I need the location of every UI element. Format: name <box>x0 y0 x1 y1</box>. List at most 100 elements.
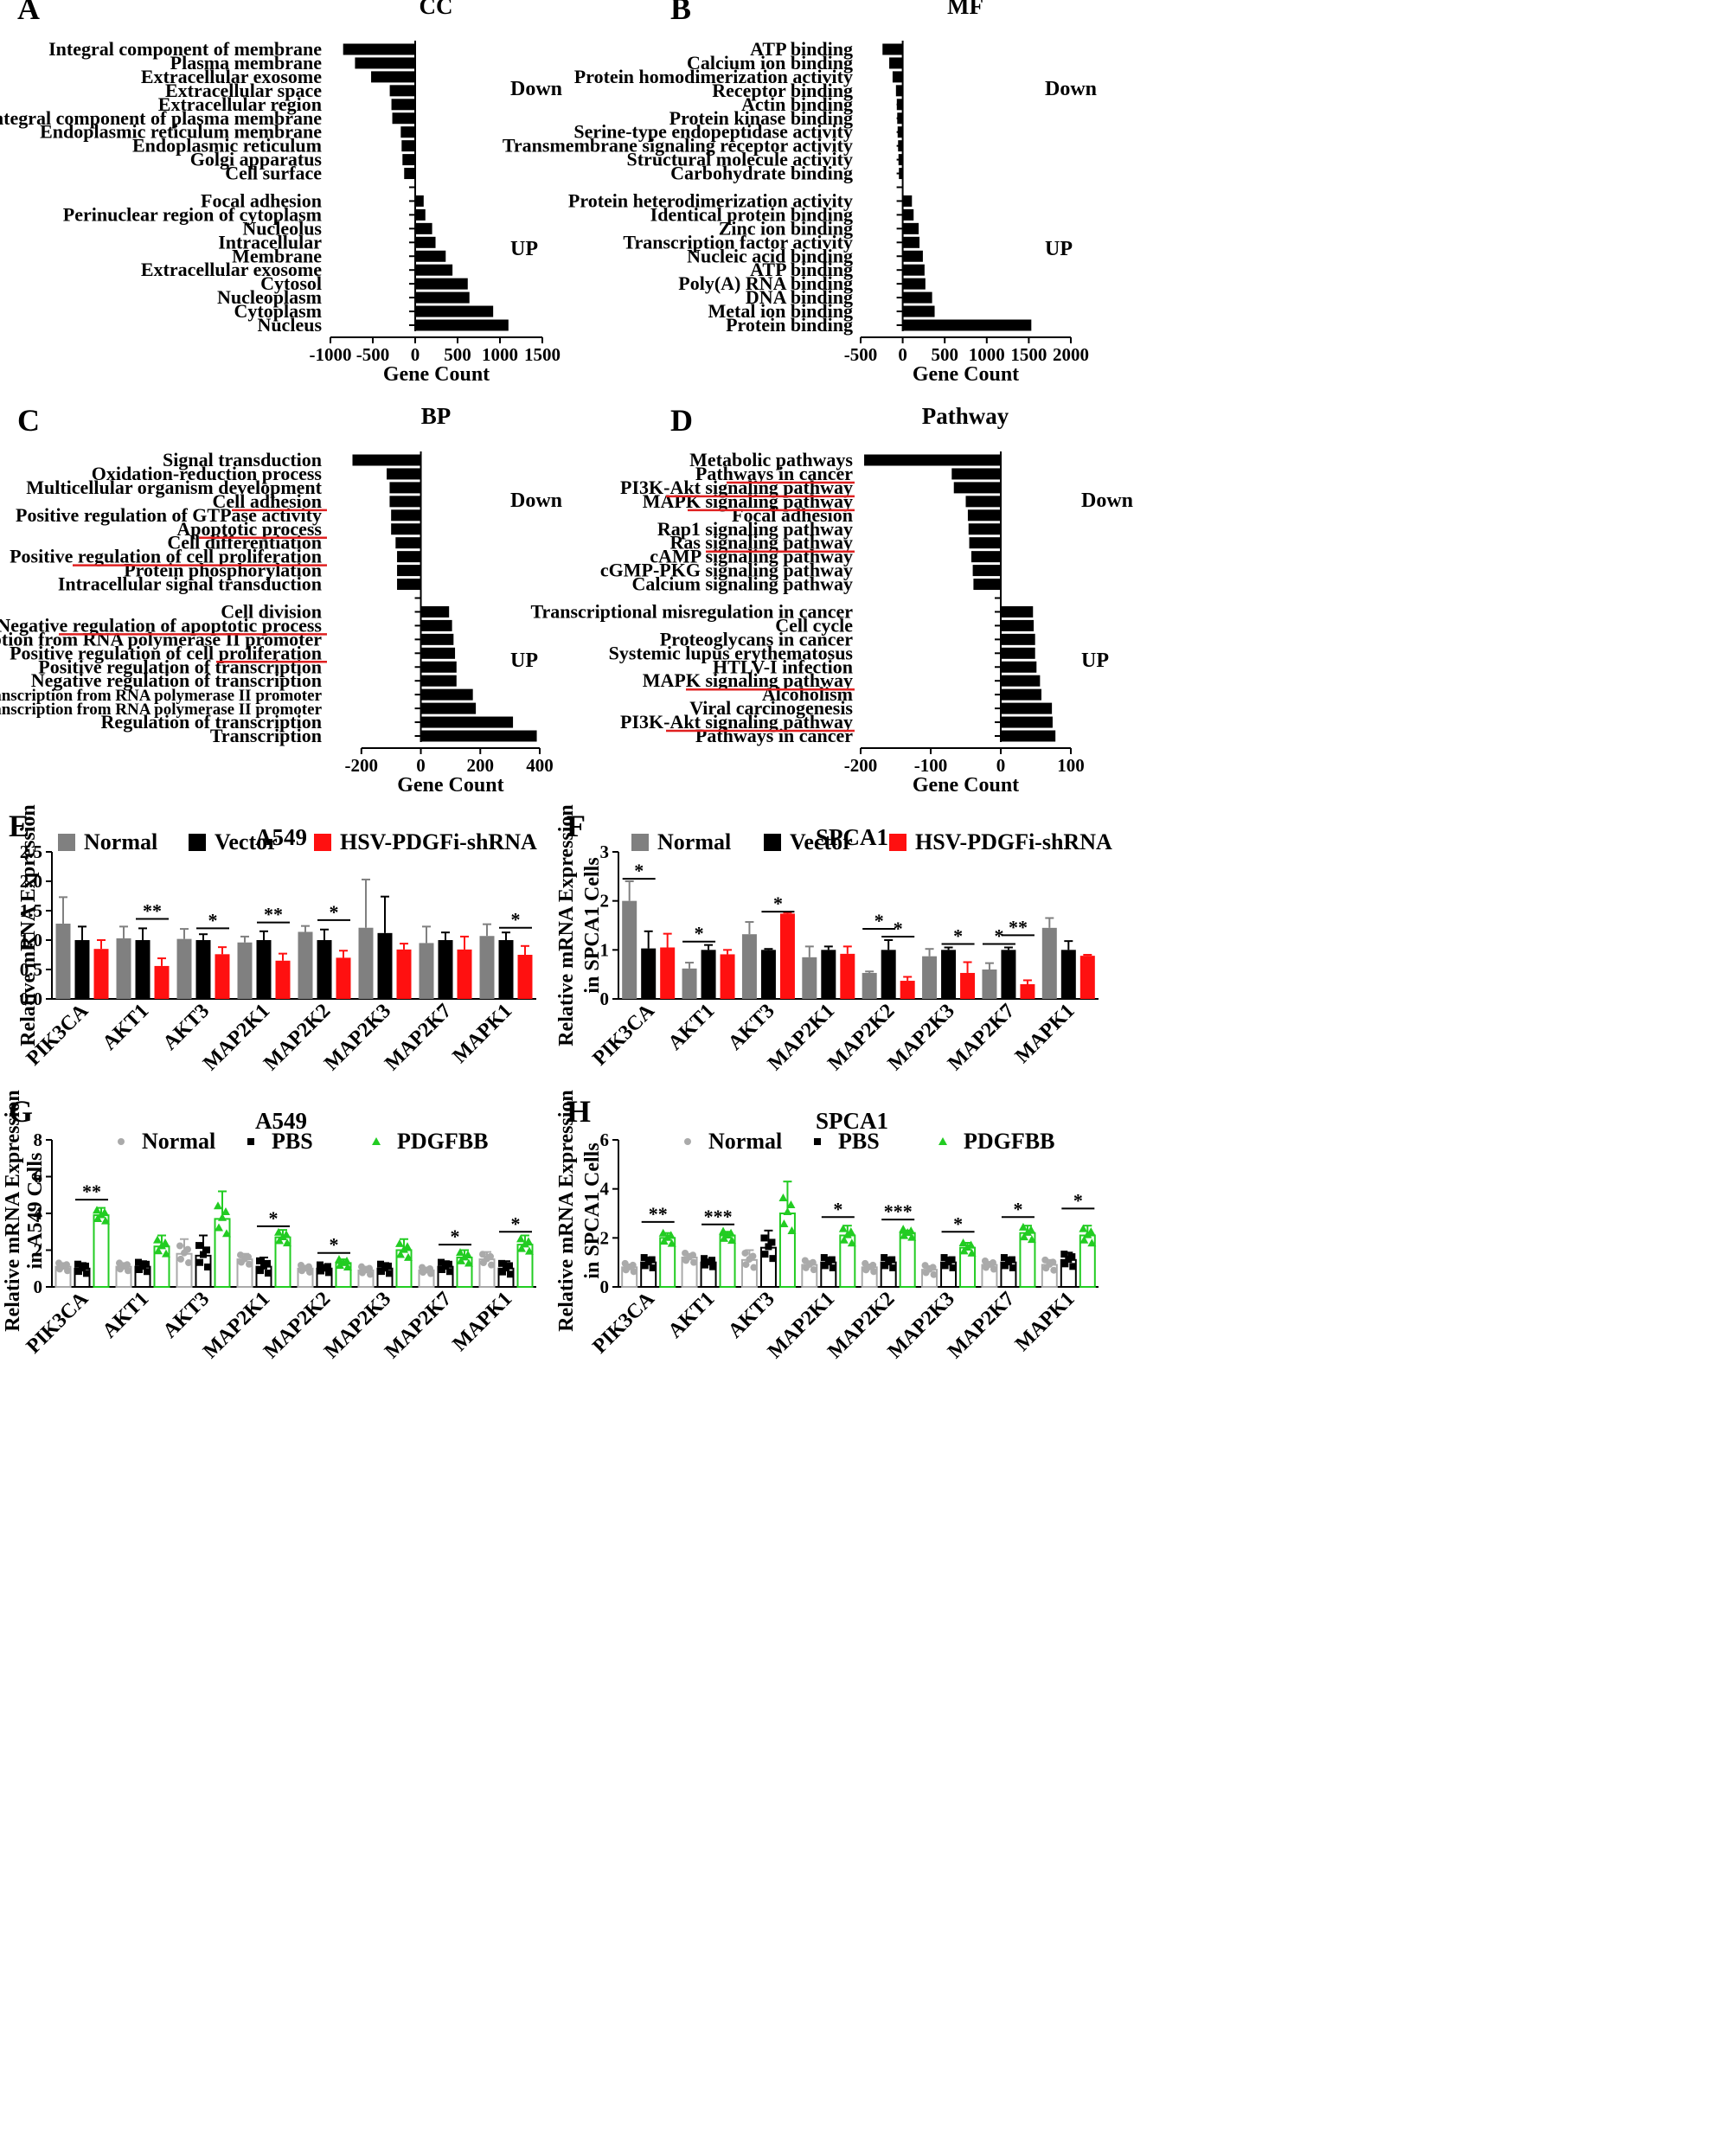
category-label: Poly(A) RNA binding <box>678 272 853 294</box>
y-tick-label: 0.0 <box>20 989 42 1009</box>
data-point <box>1065 1256 1073 1264</box>
bar-down <box>402 154 415 166</box>
data-point <box>400 1245 408 1253</box>
x-tick-label: 500 <box>931 344 958 365</box>
bar-up <box>902 264 925 276</box>
category-label: Oxidation-reduction process <box>92 463 323 484</box>
bar-up <box>902 291 932 304</box>
category-label: Cytosol <box>260 272 322 294</box>
x-tick-label: 500 <box>444 344 471 365</box>
category-label: Calcium ion binding <box>687 52 853 74</box>
group-label-up: UP <box>1045 238 1073 260</box>
category-label: ATP binding <box>750 259 853 280</box>
panel-label: B <box>670 0 691 26</box>
data-point <box>824 1258 832 1266</box>
panel-label: A <box>17 0 40 26</box>
legend-swatch <box>58 834 75 851</box>
data-point <box>779 1219 789 1227</box>
x-tick-label: 200 <box>467 755 495 776</box>
bar <box>840 953 855 999</box>
data-point <box>761 1251 769 1258</box>
bar-up <box>1001 702 1053 714</box>
category-label: Negative regulation of transcription fro… <box>0 701 323 719</box>
category-label: Proteoglycans in cancer <box>660 628 853 650</box>
bar <box>941 950 957 999</box>
chart-title: MF <box>947 0 983 19</box>
data-point <box>93 1214 102 1223</box>
bar <box>660 947 676 999</box>
significance-mark: * <box>953 1213 963 1234</box>
data-point <box>181 1249 188 1257</box>
x-category-label: AKT1 <box>664 1000 720 1055</box>
category-label: Extracellular exosome <box>141 259 322 280</box>
data-point <box>750 1264 758 1271</box>
category-label: Signal transduction <box>163 449 322 470</box>
bar <box>517 955 533 999</box>
bar <box>720 954 735 999</box>
x-tick-label: 1000 <box>969 344 1005 365</box>
y-tick-label: 0 <box>600 989 610 1009</box>
category-label: Receptor binding <box>712 80 853 101</box>
bar-down <box>895 85 903 97</box>
bar-up <box>1001 716 1053 728</box>
data-point <box>516 1234 525 1243</box>
data-point <box>247 1138 254 1145</box>
group-label-up: UP <box>510 650 538 672</box>
data-point <box>1022 1227 1032 1236</box>
data-point <box>488 1261 495 1269</box>
bar-down <box>970 551 1001 563</box>
data-point <box>682 1249 689 1257</box>
category-label: MAPK signaling pathway <box>643 669 853 691</box>
bar <box>256 940 272 999</box>
bar <box>821 950 836 999</box>
category-label: Cytoplasm <box>234 300 322 322</box>
bar-down <box>401 140 415 152</box>
bar-down <box>965 496 1001 508</box>
data-point <box>1041 1256 1049 1264</box>
category-label: Serine-type endopeptidase activity <box>573 121 853 143</box>
category-label: ATP binding <box>750 38 853 60</box>
data-point <box>325 1269 332 1277</box>
category-label: Ras signaling pathway <box>669 532 853 554</box>
bar-up <box>1001 605 1034 618</box>
data-point <box>283 1238 291 1247</box>
bar-down <box>391 523 421 535</box>
data-point <box>377 1260 384 1268</box>
category-label: Focal adhesion <box>732 504 853 526</box>
bar-down <box>395 537 421 549</box>
data-point <box>367 1270 374 1278</box>
x-category-label: PIK3CA <box>588 1287 659 1358</box>
data-point <box>317 1261 323 1269</box>
bar-up <box>420 619 452 631</box>
bar <box>457 949 472 999</box>
category-label: Integral component of membrane <box>48 38 322 60</box>
bar-up <box>415 236 436 248</box>
bar <box>622 900 637 999</box>
bar <box>982 970 997 999</box>
data-point <box>395 1238 404 1247</box>
category-label: Protein kinase binding <box>669 107 853 129</box>
category-label: Membrane <box>232 245 322 266</box>
category-label: Identical protein binding <box>650 203 853 225</box>
data-point <box>517 1244 526 1252</box>
bar-up <box>415 208 426 221</box>
data-point <box>185 1259 192 1267</box>
data-point <box>684 1138 691 1145</box>
bar <box>74 940 90 999</box>
bar <box>1079 956 1095 999</box>
bar-down <box>967 509 1001 522</box>
bar-up <box>1001 730 1056 742</box>
x-axis-title: Gene Count <box>913 363 1019 386</box>
x-category-label: MAP2K7 <box>944 1000 1019 1075</box>
category-label: Cell cycle <box>775 614 853 636</box>
x-category-label: MAP2K7 <box>381 1288 456 1363</box>
data-point <box>899 1225 908 1233</box>
category-label: HTLV-I infection <box>713 656 853 677</box>
bar <box>317 940 332 999</box>
bar-down <box>953 482 1001 494</box>
data-point <box>456 1248 464 1257</box>
y-tick-label: 1.5 <box>20 900 42 921</box>
legend-label: Vector <box>215 829 278 854</box>
bar <box>922 956 938 999</box>
category-label: Systemic lupus erythematosus <box>609 642 854 663</box>
